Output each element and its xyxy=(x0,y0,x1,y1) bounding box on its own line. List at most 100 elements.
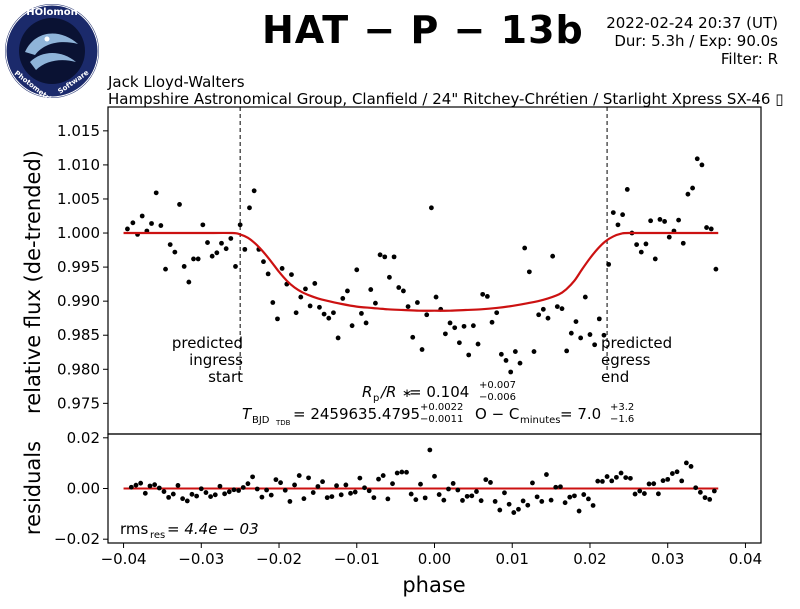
flux-point xyxy=(377,252,383,258)
flux-point xyxy=(694,156,700,162)
residual-point xyxy=(446,486,451,492)
flux-point xyxy=(293,310,299,316)
egress-label-line1: predicted xyxy=(601,334,672,352)
flux-point xyxy=(685,191,691,197)
flux-y-tick-label: 1.010 xyxy=(57,156,100,174)
flux-point xyxy=(690,185,695,191)
flux-point xyxy=(167,242,173,248)
residual-point xyxy=(408,491,414,497)
flux-point xyxy=(335,335,341,341)
flux-point xyxy=(652,256,658,262)
residual-point xyxy=(548,497,554,503)
residual-point xyxy=(688,464,694,469)
tbjd-upper-error: +0.0022 xyxy=(420,402,463,413)
flux-point xyxy=(359,311,364,316)
flux-point xyxy=(419,347,425,352)
residual-point xyxy=(679,478,685,484)
residual-point xyxy=(198,486,204,492)
flux-point xyxy=(634,242,640,248)
flux-y-tick-label: 1.005 xyxy=(57,190,100,208)
flux-point xyxy=(475,341,481,347)
residual-point xyxy=(394,470,400,476)
flux-y-ticks: 0.975 0.980 0.985 0.990 0.995 1.000 1.005 1.010… xyxy=(57,122,108,412)
tbjd-subsubscript: TDB xyxy=(275,419,291,427)
flux-point xyxy=(233,264,238,269)
flux-y-tick-label: 0.975 xyxy=(57,394,100,412)
phase-x-ticks: −0.04 −0.03 −0.02 −0.01 0.00 0.01 0.02 0.03 0.04 xyxy=(101,543,762,568)
flux-point xyxy=(382,254,388,260)
flux-point xyxy=(228,236,234,241)
flux-point xyxy=(680,240,686,246)
flux-point xyxy=(512,349,518,354)
residual-point xyxy=(474,489,479,494)
residual-point xyxy=(455,487,461,493)
flux-y-tick-label: 0.985 xyxy=(57,326,100,344)
residual-point xyxy=(558,484,563,490)
flux-point xyxy=(657,217,663,222)
oc-annotation: O − C minutes = 7.0 +3.2 −1.6 xyxy=(475,402,634,426)
residual-point xyxy=(683,460,689,466)
flux-point xyxy=(391,254,397,260)
flux-point xyxy=(373,300,378,306)
residual-point xyxy=(357,475,363,481)
flux-point xyxy=(554,304,560,310)
flux-y-tick-label: 1.000 xyxy=(57,224,100,242)
tbjd-annotation: T BJD TDB = 2459635.4795 +0.0022 −0.0011 xyxy=(242,402,463,427)
residual-point xyxy=(436,492,442,497)
flux-point xyxy=(223,246,229,252)
flux-point xyxy=(545,315,551,321)
residual-point xyxy=(194,493,200,499)
residual-point xyxy=(175,483,181,488)
flux-point xyxy=(331,310,336,316)
flux-point xyxy=(177,202,182,207)
flux-point xyxy=(582,294,588,300)
residual-point xyxy=(264,487,269,493)
residuals-y-tick-label: 0.00 xyxy=(67,480,100,498)
chart-title: HAT − P − 13b xyxy=(262,8,584,52)
residual-point xyxy=(614,474,619,480)
logo-ring-border xyxy=(5,4,99,98)
flux-point xyxy=(401,288,406,294)
phase-x-tick-label: 0.03 xyxy=(651,550,684,568)
residual-point xyxy=(404,469,409,475)
rms-subscript: res xyxy=(150,530,165,541)
flux-point xyxy=(321,311,327,317)
filter-label: Filter: R xyxy=(720,50,778,68)
tbjd-subscript: BJD xyxy=(252,415,270,426)
residual-point xyxy=(128,484,134,490)
flux-point xyxy=(536,312,542,318)
flux-point xyxy=(704,225,709,230)
flux-point xyxy=(345,288,350,294)
residual-point xyxy=(604,474,610,479)
flux-point xyxy=(251,188,257,194)
flux-point xyxy=(517,360,523,366)
logo-text-top: HOlomon xyxy=(26,7,78,18)
rms-annotation: rms res = 4.4e − 03 xyxy=(120,520,259,541)
residual-point xyxy=(278,480,283,486)
flux-point xyxy=(447,320,453,326)
flux-y-tick-label: 1.015 xyxy=(57,122,100,140)
residual-point xyxy=(254,486,260,492)
flux-point xyxy=(125,226,130,232)
rp-symbol: R xyxy=(362,383,372,401)
flux-point xyxy=(349,323,355,329)
residual-point xyxy=(390,481,395,487)
flux-y-tick-label: 0.990 xyxy=(57,292,100,310)
flux-point xyxy=(470,323,476,329)
flux-point xyxy=(270,300,276,305)
oc-value: = 7.0 xyxy=(560,405,601,423)
flux-point xyxy=(526,269,532,275)
flux-point xyxy=(498,351,504,357)
residual-point xyxy=(320,479,325,485)
flux-point xyxy=(340,296,346,301)
flux-point xyxy=(303,286,308,292)
flux-point xyxy=(326,315,332,321)
rp-value: = 0.104 xyxy=(409,383,469,401)
flux-point xyxy=(531,349,537,354)
logo-fish-bottom xyxy=(30,53,76,70)
residual-point xyxy=(203,490,209,495)
flux-point xyxy=(130,220,136,226)
